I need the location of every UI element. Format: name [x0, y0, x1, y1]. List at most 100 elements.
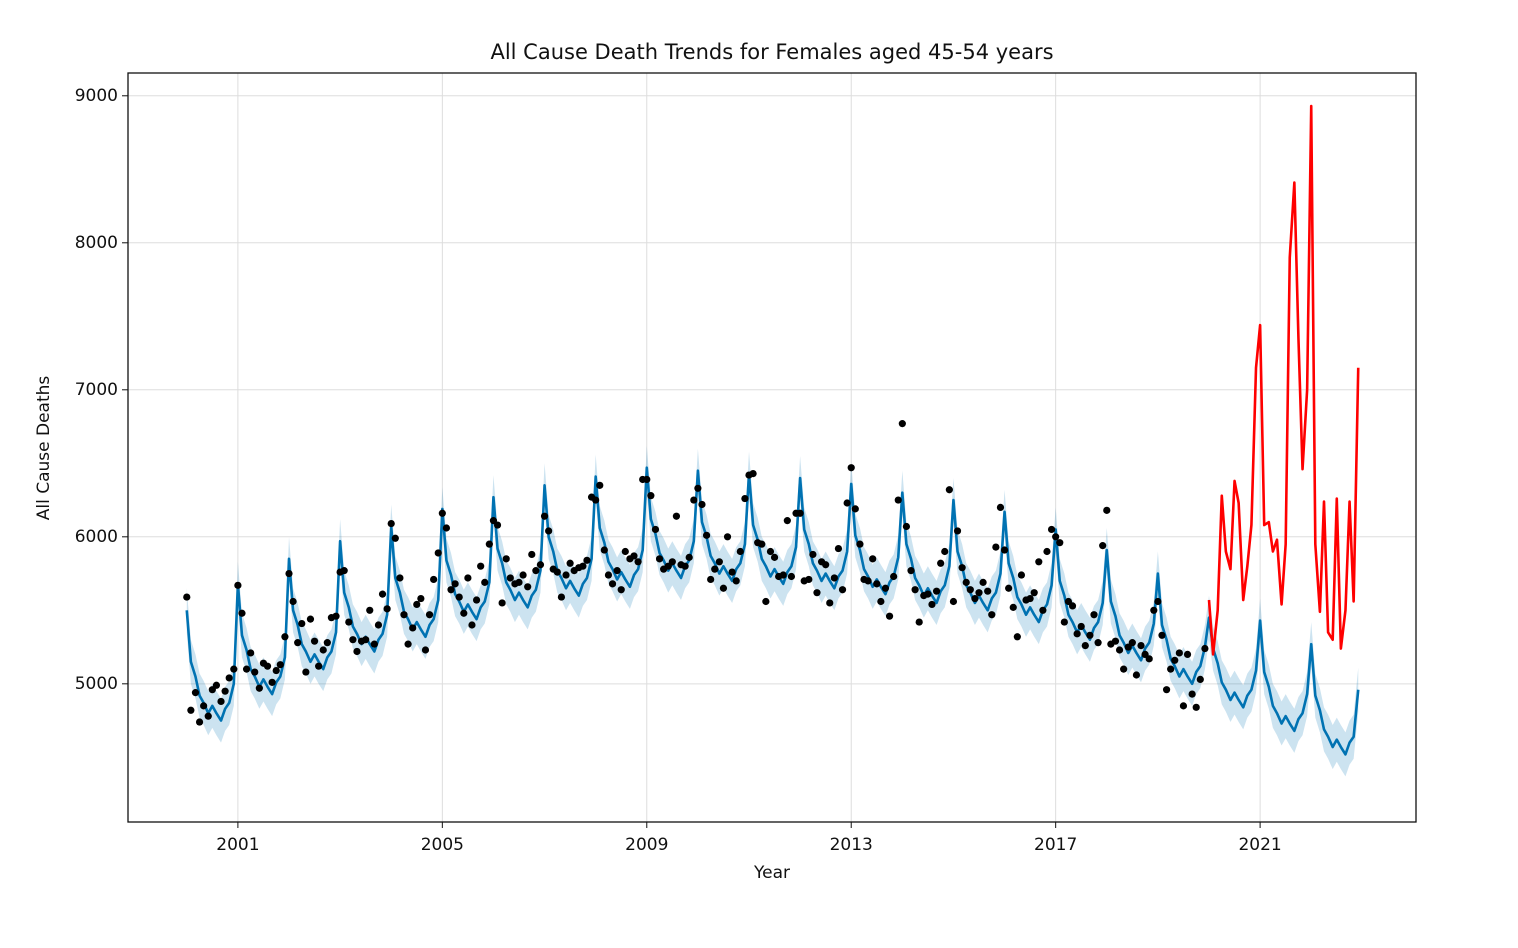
observed-point [707, 575, 715, 584]
observed-point [813, 589, 821, 597]
observed-point [1120, 665, 1128, 673]
observed-point [225, 674, 233, 682]
observed-point [1017, 571, 1026, 579]
observed-point [191, 689, 200, 697]
observed-point [770, 553, 779, 561]
x-tick-label: 2005 [421, 835, 464, 855]
observed-point [1043, 547, 1051, 556]
observed-point [447, 586, 455, 594]
observed-point [953, 527, 962, 535]
observed-point [766, 547, 775, 556]
observed-point [515, 578, 523, 586]
observed-point [643, 475, 651, 484]
observed-point [604, 571, 613, 579]
observed-point [941, 547, 949, 556]
observed-point [741, 494, 749, 503]
observed-point [698, 500, 706, 509]
uncertainty-band [186, 445, 1359, 777]
observed-point [370, 640, 378, 648]
observed-point [1039, 606, 1047, 614]
observed-point [451, 580, 459, 588]
observed-point [374, 621, 383, 629]
observed-point [1077, 622, 1085, 631]
observed-point [723, 533, 732, 541]
observed-point [1073, 630, 1081, 638]
observed-point [1154, 597, 1162, 606]
observed-point [596, 481, 604, 489]
observed-point [1150, 606, 1158, 614]
observed-point [869, 555, 877, 563]
observed-point [536, 561, 545, 569]
observed-point [195, 718, 204, 726]
observed-point [1005, 584, 1013, 592]
actual-line [1207, 104, 1360, 656]
observed-point [608, 580, 617, 588]
observed-point [1068, 602, 1077, 610]
observed-point [438, 509, 446, 517]
observed-point [413, 600, 421, 609]
observed-point [404, 640, 412, 648]
observed-point [932, 587, 941, 595]
observed-point [425, 611, 434, 619]
observed-point [566, 559, 574, 567]
observed-point [830, 574, 838, 582]
observed-point [421, 646, 430, 654]
observed-point [396, 574, 404, 582]
observed-point [263, 662, 272, 670]
observed-point [387, 519, 395, 528]
y-tick-label: 8000 [75, 233, 118, 253]
y-axis-label: All Cause Deaths [34, 376, 54, 521]
y-tick-label: 7000 [75, 380, 118, 400]
observed-point [600, 546, 608, 554]
x-axis-label: Year [753, 863, 790, 883]
observed-point [1094, 639, 1102, 647]
observed-point [787, 572, 796, 581]
observed-point [647, 492, 655, 500]
observed-point [736, 547, 744, 556]
observed-point [477, 562, 485, 570]
observed-point [353, 647, 361, 656]
observed-point [464, 574, 472, 582]
observed-point [1196, 675, 1204, 684]
observed-point [715, 558, 723, 566]
observed-point [702, 531, 711, 539]
observed-point [992, 543, 1000, 551]
observed-point [362, 636, 370, 644]
observed-point [681, 562, 689, 570]
observed-point [268, 678, 276, 686]
observed-point [553, 568, 561, 576]
observed-point [583, 556, 591, 564]
observed-point [907, 567, 915, 575]
observed-point [651, 525, 660, 534]
observed-point [1103, 506, 1111, 514]
observed-point [481, 578, 489, 586]
forecast-line [185, 466, 1360, 756]
observed-point [694, 484, 702, 492]
observed-point [1009, 603, 1017, 611]
observed-point [498, 599, 506, 607]
observed-point [472, 596, 481, 604]
observed-point [1188, 690, 1196, 698]
observed-point [668, 558, 676, 566]
x-tick-label: 2013 [830, 835, 873, 855]
observed-point [732, 577, 740, 585]
observed-point [915, 618, 923, 626]
observed-point [409, 624, 417, 632]
observed-point [532, 567, 540, 575]
observed-point [1145, 655, 1153, 663]
observed-point [902, 522, 911, 531]
observed-point [958, 564, 966, 572]
observed-point [332, 612, 340, 620]
observed-point [890, 572, 898, 581]
observed-point [455, 593, 463, 601]
observed-point [979, 578, 987, 586]
observed-point [545, 527, 553, 535]
observed-point [340, 567, 348, 575]
observed-point [276, 661, 284, 669]
observed-point [728, 568, 736, 576]
observed-point [592, 496, 600, 504]
observed-point [212, 681, 221, 689]
observed-point [949, 597, 958, 606]
observed-point [924, 590, 932, 598]
observed-point [183, 593, 191, 601]
